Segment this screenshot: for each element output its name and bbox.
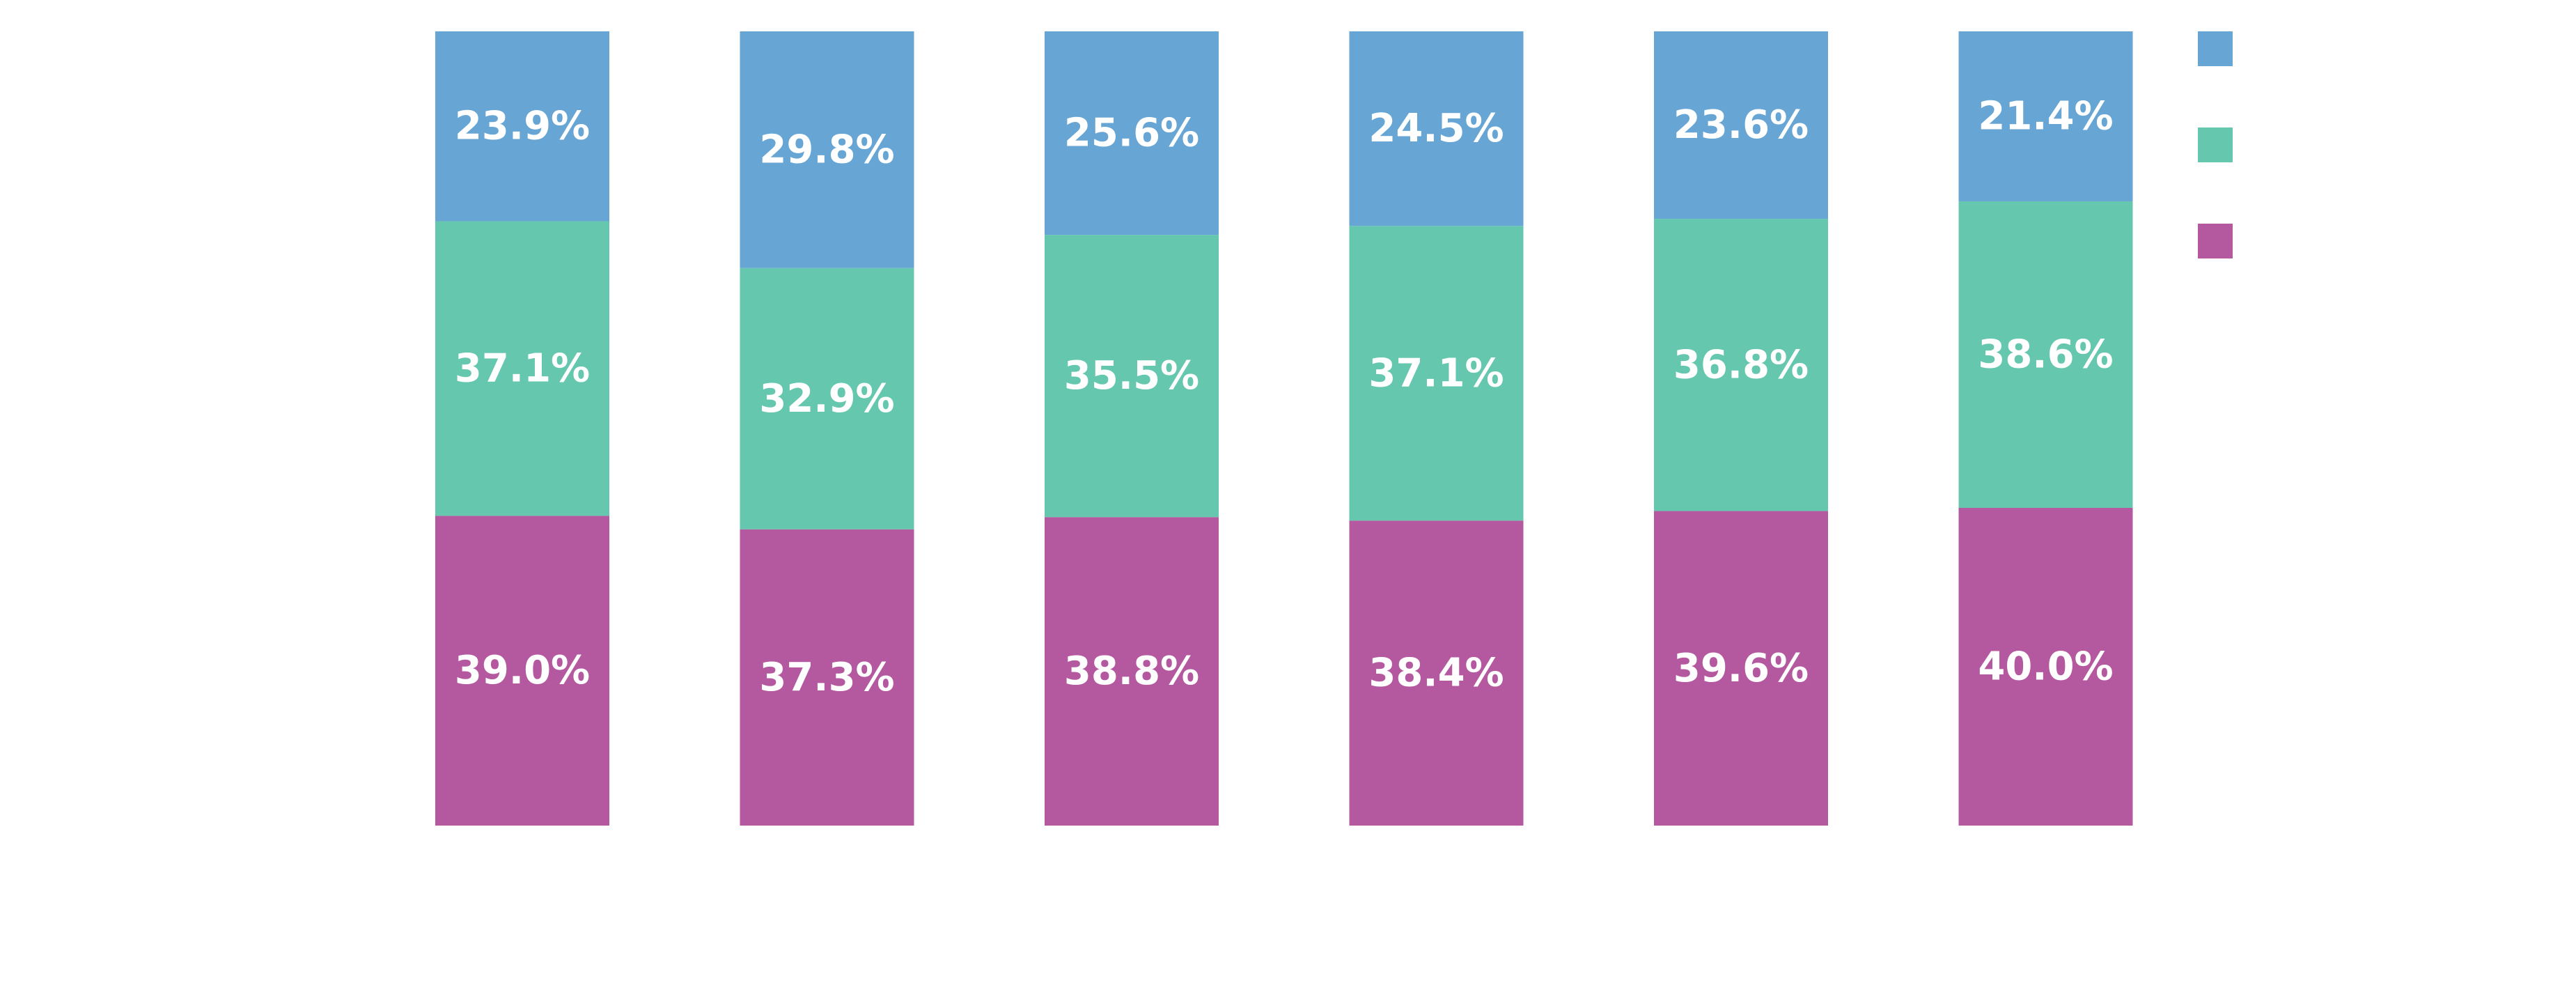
bar-segment-s0-c0 xyxy=(435,516,609,826)
data-label-s1-c4: 36.8% xyxy=(1673,342,1809,387)
legend-swatch-1 xyxy=(2198,127,2233,162)
bar-segment-s1-c5 xyxy=(1958,201,2133,508)
data-label-s0-c2: 38.8% xyxy=(1064,649,1199,694)
data-label-s2-c2: 25.6% xyxy=(1064,111,1199,156)
data-label-s0-c5: 40.0% xyxy=(1978,644,2113,690)
data-label-s1-c0: 37.1% xyxy=(455,346,590,391)
bar-segment-s2-c4 xyxy=(1654,31,1828,219)
bar-segment-s1-c2 xyxy=(1045,235,1219,518)
data-label-s2-c1: 29.8% xyxy=(759,127,894,172)
bar-segment-s1-c0 xyxy=(435,221,609,516)
bar-segment-s0-c1 xyxy=(740,529,914,826)
bar-segment-s0-c3 xyxy=(1349,520,1524,826)
bar-segment-s2-c3 xyxy=(1349,31,1524,226)
data-label-s2-c3: 24.5% xyxy=(1368,106,1504,151)
data-label-s0-c3: 38.4% xyxy=(1368,651,1504,696)
legend-swatch-0 xyxy=(2198,31,2233,66)
bar-segment-s2-c1 xyxy=(740,31,914,268)
data-label-s0-c0: 39.0% xyxy=(455,648,590,693)
data-label-s2-c5: 21.4% xyxy=(1978,93,2113,139)
bar-segment-s2-c0 xyxy=(435,31,609,222)
legend-swatch-2 xyxy=(2198,224,2233,258)
data-label-s2-c0: 23.9% xyxy=(455,104,590,149)
bars-layer xyxy=(435,31,2133,826)
bar-segment-s1-c1 xyxy=(740,268,914,529)
bar-segment-s1-c3 xyxy=(1349,226,1524,521)
data-label-s1-c3: 37.1% xyxy=(1368,350,1504,396)
data-label-s0-c4: 39.6% xyxy=(1673,646,1809,691)
bar-segment-s1-c4 xyxy=(1654,219,1828,511)
bar-segment-s0-c5 xyxy=(1958,508,2133,826)
bar-segment-s0-c4 xyxy=(1654,511,1828,826)
data-label-s0-c1: 37.3% xyxy=(759,655,894,700)
data-label-s1-c1: 32.9% xyxy=(759,376,894,421)
data-label-s1-c5: 38.6% xyxy=(1978,332,2113,377)
data-label-s2-c4: 23.6% xyxy=(1673,102,1809,148)
bar-segment-s2-c2 xyxy=(1045,31,1219,235)
data-labels-layer: 39.0% 37.1% 23.9% 37.3% 32.9% 29.8% 38.8% 35.5%… xyxy=(455,93,2114,699)
bar-segment-s2-c5 xyxy=(1958,31,2133,201)
data-label-s1-c2: 35.5% xyxy=(1064,353,1199,399)
legend xyxy=(2198,31,2233,258)
bar-segment-s0-c2 xyxy=(1045,517,1219,826)
